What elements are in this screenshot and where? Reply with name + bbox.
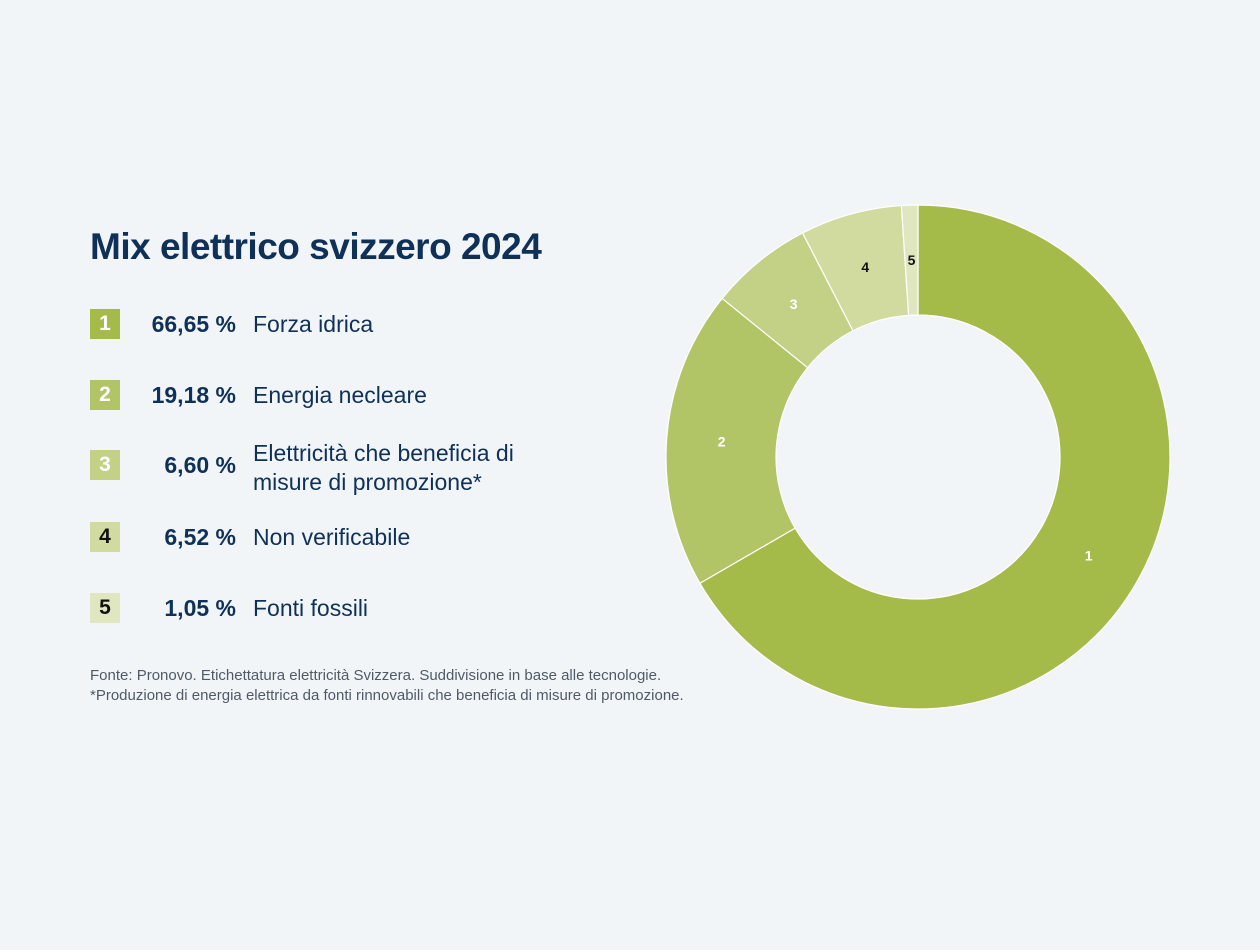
legend-label: Non verificabile [253,523,573,552]
legend-percent: 6,60 % [164,452,236,478]
slice-label-3: 3 [790,296,798,312]
legend-label: Fonti fossili [253,594,573,623]
legend-item-4: 4 6,52 % Non verificabile [90,522,573,552]
legend-percent: 19,18 % [151,382,236,408]
slice-2 [665,297,809,585]
legend-label: Elettricità che beneficia di misure di pr… [253,439,573,497]
legend-badge: 1 [90,309,120,339]
footnotes: Fonte: Pronovo. Etichettatura elettricit… [90,666,684,706]
legend-badge: 4 [90,522,120,552]
chart-title: Mix elettrico svizzero 2024 [90,226,542,267]
legend-label-line: misure di promozione* [253,469,482,495]
legend-label-line: Energia necleare [253,382,427,408]
legend-item-5: 5 1,05 % Fonti fossili [90,593,573,623]
legend-percent: 1,05 % [164,595,236,621]
legend-label-line: Forza idrica [253,311,374,337]
legend-item-3: 3 6,60 % Elettricità che beneficia di misur… [90,438,573,497]
legend-badge: 2 [90,380,120,410]
source-note: Fonte: Pronovo. Etichettatura elettricit… [90,667,662,684]
legend-label: Forza idrica [253,310,573,339]
legend-label: Energia necleare [253,381,573,410]
legend-percent: 66,65 % [151,311,236,337]
slice-label-1: 1 [1085,547,1093,563]
slice-label-5: 5 [908,252,916,268]
legend-item-2: 2 19,18 % Energia necleare [90,380,573,410]
slice-label-2: 2 [718,434,726,450]
legend: 1 66,65 % Forza idrica 2 19,18 % Energia necl… [90,0,650,700]
asterisk-note: *Produzione di energia elettrica da font… [90,687,684,704]
legend-label-line: Elettricità che beneficia di [253,440,514,466]
slice-5 [900,204,919,316]
slice-label-4: 4 [861,259,869,275]
legend-badge: 3 [90,450,120,480]
legend-percent: 6,52 % [164,524,236,550]
legend-label-line: Non verificabile [253,524,411,550]
legend-badge: 5 [90,593,120,623]
slice-1 [699,204,1171,710]
legend-item-1: 1 66,65 % Forza idrica [90,309,573,339]
legend-label-line: Fonti fossili [253,595,369,621]
